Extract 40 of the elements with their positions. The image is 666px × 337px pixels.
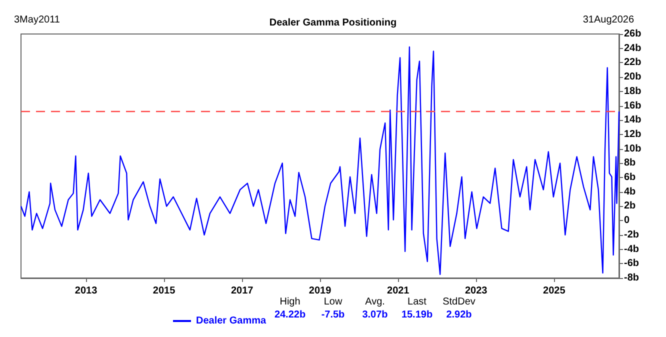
y-tick-label: 22b [624, 57, 642, 68]
text: 31Aug2026 [582, 14, 634, 26]
x-tick-label: 2023 [464, 286, 488, 296]
y-tick-label: 0 [624, 215, 630, 226]
x-tick-label: 2017 [230, 286, 254, 296]
x-tick-label: 2015 [152, 286, 176, 296]
x-tick-label: 2025 [543, 286, 566, 296]
x-tick-label: 2021 [387, 286, 410, 296]
y-tick-label: 2b [624, 200, 636, 212]
y-tick-label: -8b [624, 272, 639, 284]
x-tick-label: 2019 [308, 286, 332, 296]
text: 15.19b [401, 310, 433, 320]
text: 24.22b [274, 310, 306, 320]
y-tick-label: 16b [624, 100, 642, 112]
y-tick-label: 8b [624, 158, 636, 169]
legend-label: Dealer Gamma [196, 316, 266, 326]
text: Low [324, 296, 343, 308]
y-tick-label: 26b [624, 28, 642, 40]
y-tick-label: 24b [624, 42, 642, 54]
text: Last [408, 296, 427, 308]
y-tick-label: 18b [624, 86, 642, 97]
text: Avg. [365, 296, 385, 308]
y-tick-label: -2b [624, 229, 639, 240]
y-tick-label: 20b [624, 72, 642, 83]
text: High [280, 296, 300, 308]
text: 3.07b [362, 310, 388, 320]
text: 3May2011 [14, 14, 60, 26]
text: -7.5b [321, 310, 345, 320]
y-tick-label: 4b [624, 186, 636, 198]
x-tick-label: 2013 [74, 286, 98, 296]
y-tick-label: 14b [624, 114, 642, 126]
y-tick-label: 12b [624, 128, 642, 140]
line-series [20, 46, 620, 276]
text: StdDev [442, 296, 476, 308]
text: 2.92b [446, 310, 472, 320]
y-tick-label: -4b [624, 244, 639, 255]
chart-title: Dealer Gamma Positioning [269, 18, 397, 28]
y-tick-label: 10b [624, 143, 642, 154]
y-tick-label: -6b [624, 258, 639, 270]
y-tick-label: 6b [624, 172, 636, 184]
